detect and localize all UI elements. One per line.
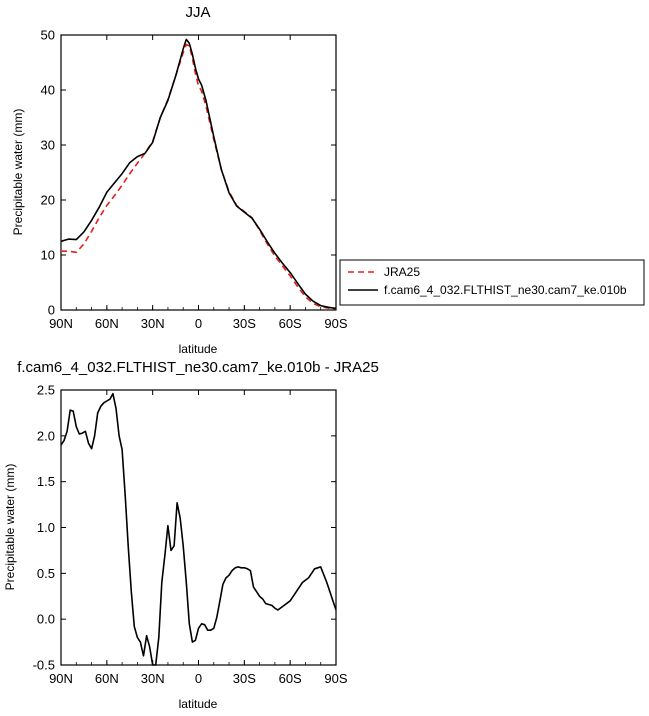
lower-x-tick-label: 90S <box>324 671 347 686</box>
lower-y-tick-label: -0.5 <box>33 658 55 673</box>
upper-series-line-0 <box>61 43 337 310</box>
lower-y-tick-label: 0.5 <box>37 566 55 581</box>
upper-y-tick-label: 40 <box>41 83 55 98</box>
legend: JRA25 f.cam6_4_032.FLTHIST_ne30.cam7_ke.… <box>339 259 645 306</box>
lower-x-tick-label: 30N <box>141 671 165 686</box>
lower-x-tick-label: 90N <box>49 671 73 686</box>
lower-y-tick-label: 0.0 <box>37 612 55 627</box>
upper-x-tick-label: 90S <box>324 316 347 331</box>
lower-y-tick-label: 1.5 <box>37 474 55 489</box>
lower-plot-title: f.cam6_4_032.FLTHIST_ne30.cam7_ke.010b -… <box>17 359 379 376</box>
upper-y-tick-label: 20 <box>41 193 55 208</box>
lower-y-axis-title: Precipitable water (mm) <box>3 464 17 591</box>
lower-y-tick-label: 2.5 <box>37 383 55 398</box>
lower-panel: f.cam6_4_032.FLTHIST_ne30.cam7_ke.010b -… <box>3 359 379 711</box>
lower-y-tick-label: 1.0 <box>37 520 55 535</box>
legend-label-jra25: JRA25 <box>384 265 420 279</box>
upper-x-axis-title: latitude <box>179 342 218 356</box>
lower-series-line-0 <box>60 392 337 666</box>
upper-x-tick-label: 60S <box>279 316 302 331</box>
legend-label-model: f.cam6_4_032.FLTHIST_ne30.cam7_ke.010b <box>384 283 627 297</box>
upper-x-tick-label: 30S <box>233 316 256 331</box>
upper-y-axis-title: Precipitable water (mm) <box>11 109 25 236</box>
upper-x-tick-label: 90N <box>49 316 73 331</box>
upper-x-tick-label: 30N <box>141 316 165 331</box>
upper-plot-title: JJA <box>185 4 210 21</box>
upper-x-tick-label: 60N <box>95 316 119 331</box>
lower-x-tick-label: 30S <box>233 671 256 686</box>
upper-x-tick-label: 0 <box>195 316 202 331</box>
lower-x-axis-title: latitude <box>179 697 218 711</box>
lower-x-tick-label: 60S <box>279 671 302 686</box>
upper-panel: JJA 90N 60N 30N 0 30S 60S 90S 0 10 20 30 40 50 latit… <box>11 4 348 356</box>
upper-y-tick-label: 0 <box>48 303 55 318</box>
lower-x-tick-label: 60N <box>95 671 119 686</box>
upper-y-tick-label: 10 <box>41 248 55 263</box>
upper-y-tick-label: 30 <box>41 138 55 153</box>
upper-series-line-1 <box>60 38 337 310</box>
lower-plot-frame <box>60 389 337 666</box>
legend-box <box>339 259 645 306</box>
lower-y-tick-label: 2.0 <box>37 428 55 443</box>
lower-x-tick-label: 0 <box>195 671 202 686</box>
upper-y-tick-label: 50 <box>41 28 55 43</box>
